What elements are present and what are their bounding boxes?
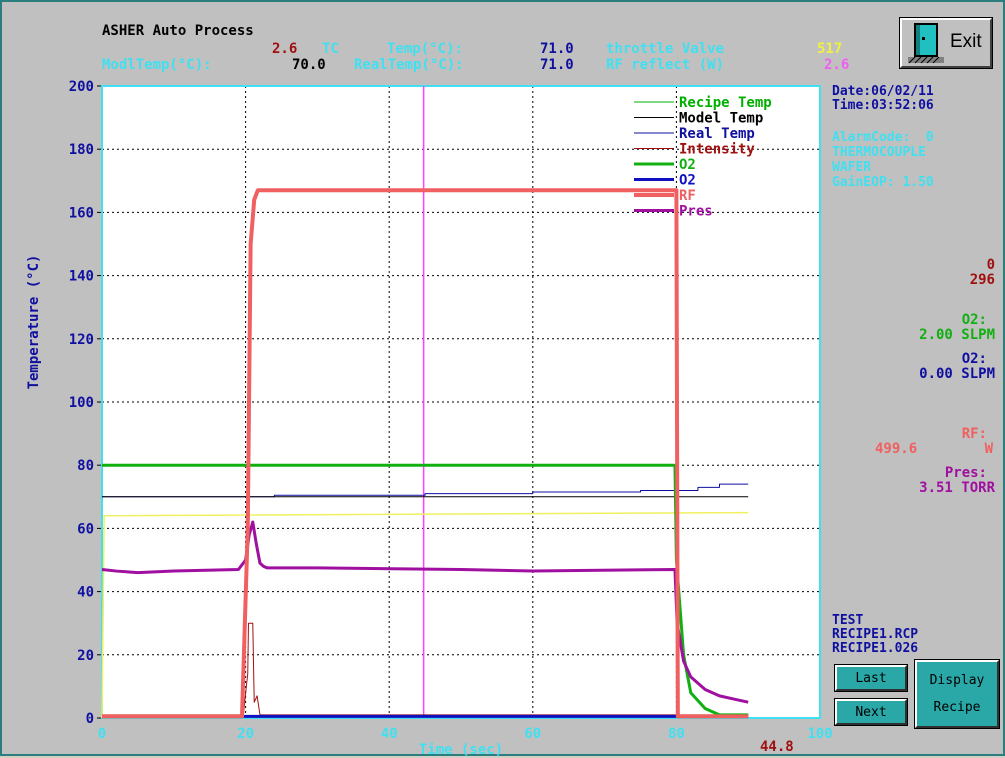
elapsed-time: 44.8 (760, 739, 794, 755)
series-line-real-temp (102, 483, 749, 498)
y-axis-label: Temperature (°C) (26, 255, 42, 390)
y-tick-label: 80 (77, 458, 94, 474)
series-line-intensity (102, 622, 749, 716)
y-tick-label: 60 (77, 521, 94, 537)
rf-reflect-label: RF reflect (W) (606, 57, 725, 73)
y-tick-label: 180 (69, 142, 94, 158)
o2-blue-value: 0.00 SLPM (919, 366, 995, 382)
y-tick-label: 160 (69, 205, 94, 221)
series-line-setpoint (101, 511, 749, 719)
recipe-file: RECIPE1.RCP (832, 627, 919, 642)
recipe-test: TEST (832, 613, 864, 628)
o2-blue-label: O2: (961, 351, 987, 367)
rf-reflect-value: 2.6 (824, 57, 850, 73)
app-title: ASHER Auto Process (102, 23, 254, 39)
modltemp-value: 70.0 (292, 57, 326, 73)
rf-unit: W (984, 441, 993, 457)
y-tick-label: 140 (69, 269, 94, 285)
recipe-label: Recipe (933, 700, 981, 715)
temp-label: Temp(°C): (387, 41, 463, 57)
legend-label: Intensity (679, 142, 755, 158)
date-readout: Date:06/02/11 (832, 84, 934, 99)
y-tick-label: 40 (77, 585, 94, 601)
value-b: 296 (969, 272, 995, 288)
series-line-pres (101, 520, 749, 704)
temp-value: 71.0 (540, 41, 574, 57)
y-tick-label: 120 (69, 332, 94, 348)
alarm-code: AlarmCode: 0 (832, 130, 934, 145)
pres-value: 3.51 TORR (919, 480, 995, 496)
tc-label: TC (322, 41, 339, 57)
legend-label: Real Temp (679, 126, 755, 142)
y-tick-label: 0 (86, 711, 94, 727)
throttle-value: 517 (817, 41, 843, 57)
recipe-log: RECIPE1.026 (832, 641, 919, 656)
time-readout: Time:03:52:06 (832, 98, 934, 113)
realtemp-value: 71.0 (540, 57, 574, 73)
x-tick-label: 0 (98, 726, 106, 742)
o2-green-value: 2.00 SLPM (919, 327, 995, 343)
x-tick-label: 80 (668, 726, 685, 742)
y-tick-label: 20 (77, 648, 94, 664)
series-line-rf (102, 188, 749, 719)
thermocouple-label: THERMOCOUPLE (832, 145, 926, 160)
legend-label: O2 (679, 157, 696, 173)
o2-green-label: O2: (961, 312, 987, 328)
exit-label: Exit (950, 31, 982, 52)
last-button-label: Last (855, 670, 887, 686)
next-button-label: Next (855, 704, 887, 720)
legend-label: Model Temp (679, 111, 763, 127)
pres-label: Pres: (944, 465, 987, 481)
x-tick-label: 40 (381, 726, 398, 742)
x-axis-label: Time (sec) (419, 742, 503, 758)
door-icon (908, 23, 944, 64)
rf-value: 499.6 (875, 441, 918, 457)
legend-label: Recipe Temp (679, 95, 772, 111)
value-a: 0 (986, 257, 995, 273)
legend-label: RF (679, 188, 696, 204)
x-tick-label: 100 (807, 726, 832, 742)
modltemp-label: ModlTemp(°C): (102, 57, 212, 73)
x-tick-label: 20 (237, 726, 254, 742)
next-button[interactable]: Next (834, 698, 908, 726)
last-button[interactable]: Last (834, 664, 908, 692)
x-tick-label: 60 (524, 726, 541, 742)
y-tick-label: 200 (69, 79, 94, 95)
tc-value: 2.6 (272, 41, 298, 57)
display-recipe-button[interactable]: Display Recipe (914, 659, 1000, 729)
throttle-label: throttle Valve (606, 41, 725, 57)
legend-label: O2 (679, 173, 696, 189)
realtemp-label: RealTemp(°C): (354, 57, 464, 73)
rf-label: RF: (961, 426, 987, 442)
gain-eop: GainEOP: 1.50 (832, 175, 934, 190)
wafer-label: WAFER (832, 160, 872, 175)
plot-border (101, 85, 821, 719)
y-tick-label: 100 (69, 395, 94, 411)
series-line-o2 (102, 463, 749, 717)
exit-button[interactable]: Exit (899, 17, 993, 69)
legend-label: Pres (679, 204, 713, 220)
display-label: Display (929, 673, 985, 688)
